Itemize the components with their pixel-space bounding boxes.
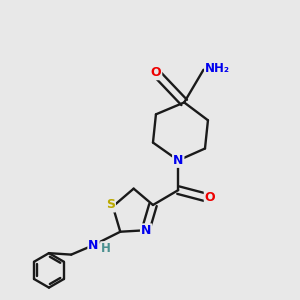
Text: N: N bbox=[88, 238, 99, 252]
Text: O: O bbox=[205, 191, 215, 204]
Text: NH₂: NH₂ bbox=[205, 62, 230, 75]
Text: N: N bbox=[141, 224, 151, 237]
Text: H: H bbox=[101, 242, 111, 255]
Text: S: S bbox=[106, 199, 115, 212]
Text: N: N bbox=[173, 154, 183, 167]
Text: O: O bbox=[151, 66, 161, 79]
